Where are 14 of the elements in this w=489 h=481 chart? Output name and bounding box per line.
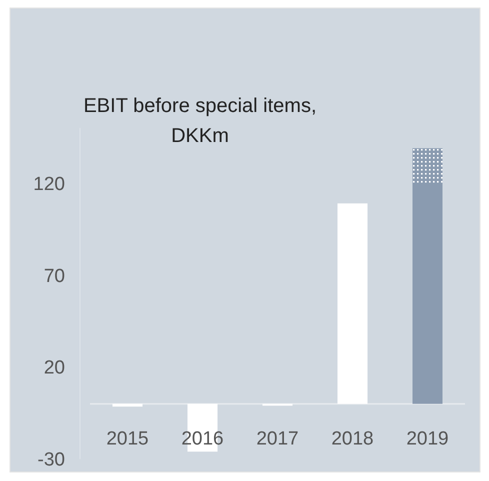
bar xyxy=(112,404,142,407)
y-tick-label: 70 xyxy=(44,266,65,287)
x-tick-label: 2015 xyxy=(106,428,149,450)
y-tick-label: 120 xyxy=(33,174,65,195)
bar xyxy=(338,203,368,404)
chart-title: EBIT before special items, DKKm xyxy=(83,95,317,147)
x-tick-label: 2018 xyxy=(331,428,374,450)
y-tick-label: -30 xyxy=(38,450,65,471)
y-tick-label: 20 xyxy=(44,358,65,379)
bar xyxy=(412,148,442,186)
x-tick-label: 2017 xyxy=(256,428,299,450)
x-tick-label: 2016 xyxy=(181,428,224,450)
x-tick-label: 2019 xyxy=(406,428,449,450)
bar xyxy=(412,185,442,404)
